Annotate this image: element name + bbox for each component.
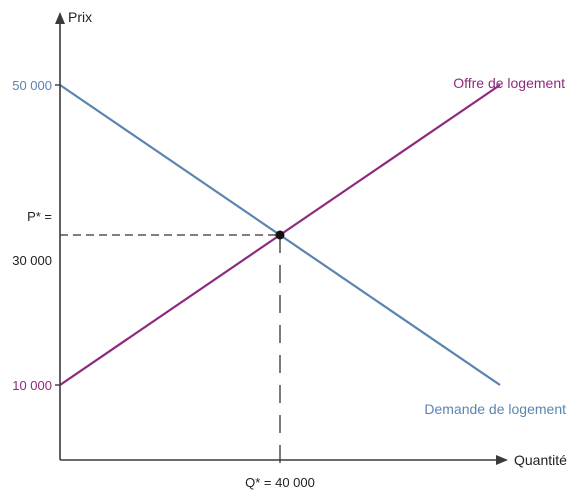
equilibrium-price-label-line2: 30 000 xyxy=(12,253,52,268)
supply-label: Offre de logement xyxy=(453,75,565,91)
x-axis-label: Quantité xyxy=(514,452,567,468)
y-tick-label-0: 50 000 xyxy=(12,78,52,93)
y-tick-labels: 50 000 10 000 xyxy=(12,78,52,393)
demand-label: Demande de logement xyxy=(424,401,566,417)
y-axis-arrow-icon xyxy=(55,12,65,24)
equilibrium-point xyxy=(275,230,285,240)
equilibrium-price-label-line1: P* = xyxy=(27,209,52,224)
equilibrium-guides xyxy=(60,234,281,468)
chart-axes xyxy=(55,12,508,465)
x-axis-arrow-icon xyxy=(496,455,508,465)
y-tick-label-1: 10 000 xyxy=(12,378,52,393)
equilibrium-quantity-label: Q* = 40 000 xyxy=(245,475,315,490)
series-labels: Offre de logement Demande de logement xyxy=(424,75,566,417)
y-axis-label: Prix xyxy=(68,9,92,25)
chart-labels: Prix Quantité P* = 30 000 Q* = 40 000 xyxy=(12,9,567,490)
